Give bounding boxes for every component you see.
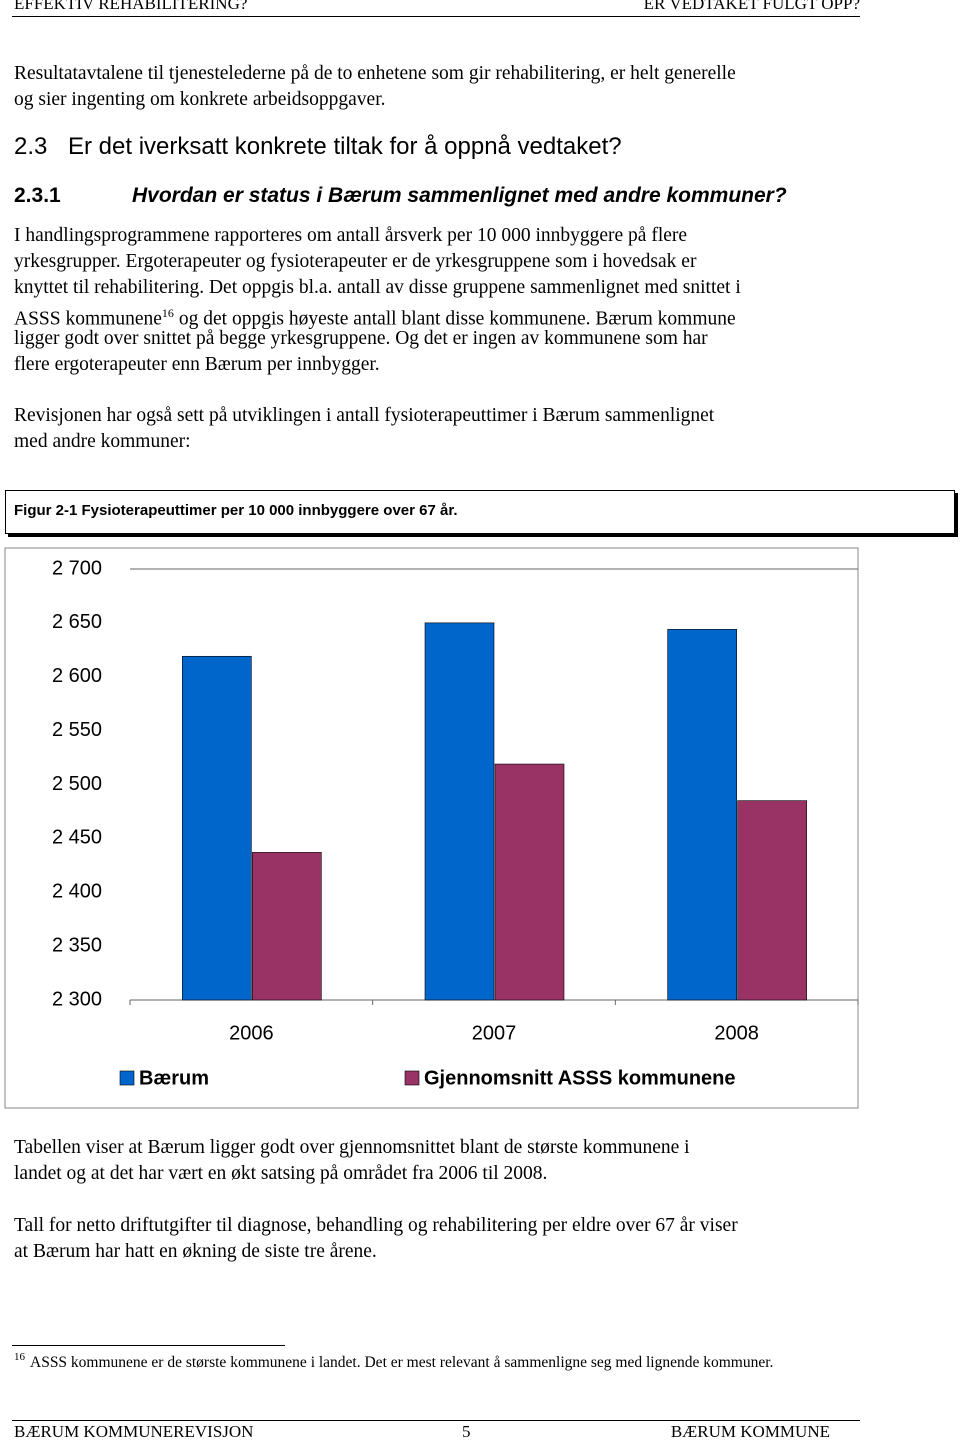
footnote-ref: 16 xyxy=(161,306,174,321)
x-tick-label: 2006 xyxy=(229,1022,274,1044)
text-line: at Bærum har hatt en økning de siste tre… xyxy=(14,1240,377,1262)
text-segment: ASSS kommunene xyxy=(14,308,162,330)
text-line: med andre kommuner: xyxy=(14,430,191,452)
y-tick-label: 2 300 xyxy=(52,988,102,1010)
section-number: 2.3 xyxy=(14,133,48,160)
footnote-rule xyxy=(12,1345,285,1346)
text-line: Revisjonen har også sett på utviklingen … xyxy=(14,405,715,426)
y-tick-label: 2 600 xyxy=(52,665,102,687)
text-line: ligger godt over snittet på begge yrkesg… xyxy=(14,328,708,350)
text-line: Resultatavtalene til tjenestelederne på … xyxy=(14,63,736,84)
header-left: EFFEKTIV REHABILITERING? xyxy=(14,0,248,13)
legend-swatch xyxy=(119,1070,135,1086)
text-line: Tabellen viser at Bærum ligger godt over… xyxy=(14,1137,690,1158)
section-title: Er det iverksatt konkrete tiltak for å o… xyxy=(68,133,622,160)
legend-label: Bærum xyxy=(139,1067,209,1089)
bar xyxy=(424,622,495,1001)
y-tick-label: 2 350 xyxy=(52,934,102,956)
footnote-text: ASSS kommunene er de største kommunene i… xyxy=(30,1354,774,1371)
chart-frame xyxy=(4,547,859,1109)
y-tick-label: 2 400 xyxy=(52,881,102,903)
figure-caption: Figur 2-1 Fysioterapeuttimer per 10 000 … xyxy=(14,502,458,519)
text-line: I handlingsprogrammene rapporteres om an… xyxy=(14,225,688,246)
footer-right: BÆRUM KOMMUNE xyxy=(670,1422,830,1441)
footer-left: BÆRUM KOMMUNEREVISJON xyxy=(14,1422,254,1441)
bar xyxy=(252,852,322,1001)
y-tick-label: 2 450 xyxy=(52,827,102,849)
footer-rule xyxy=(12,1420,860,1421)
caption-box xyxy=(5,490,955,534)
x-tick-label: 2007 xyxy=(472,1022,517,1044)
x-tick-label: 2008 xyxy=(714,1022,759,1044)
text-line: og sier ingenting om konkrete arbeidsopp… xyxy=(14,88,386,110)
legend-swatch xyxy=(404,1070,420,1086)
legend-label: Gjennomsnitt ASSS kommunene xyxy=(424,1067,736,1089)
bar xyxy=(494,763,565,1001)
text-segment: og det oppgis høyeste antall blant disse… xyxy=(178,308,736,330)
header-right: ER VEDTAKET FULGT OPP? xyxy=(643,0,860,13)
text-line: Tall for netto driftutgifter til diagnos… xyxy=(14,1215,738,1236)
text-line: landet og at det har vært en økt satsing… xyxy=(14,1162,548,1184)
footnote-number: 16 xyxy=(14,1351,25,1363)
bar xyxy=(737,800,807,1001)
text-line: flere ergoterapeuter enn Bærum per innby… xyxy=(14,354,380,375)
bar xyxy=(182,655,252,1001)
y-tick-label: 2 700 xyxy=(52,557,102,579)
y-tick-label: 2 550 xyxy=(52,719,102,741)
bar xyxy=(667,629,737,1001)
y-tick-label: 2 500 xyxy=(52,773,102,795)
text-line: ASSS kommunene16 og det oppgis høyeste an… xyxy=(14,300,736,333)
text-line: yrkesgrupper. Ergoterapeuter og fysioter… xyxy=(14,250,697,272)
subsection-number: 2.3.1 xyxy=(14,184,61,207)
text-line: knyttet til rehabilitering. Det oppgis b… xyxy=(14,276,741,298)
page-number: 5 xyxy=(462,1422,471,1441)
y-tick-label: 2 650 xyxy=(52,611,102,633)
header-rule xyxy=(12,16,860,17)
subsection-title: Hvordan er status i Bærum sammenlignet m… xyxy=(132,184,787,207)
